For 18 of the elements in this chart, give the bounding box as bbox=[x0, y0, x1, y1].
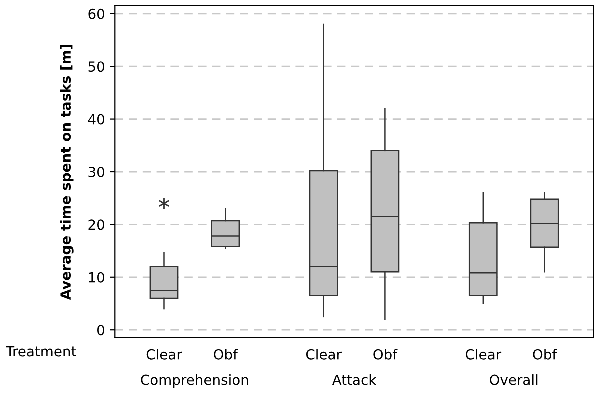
y-tick-label: 0 bbox=[97, 325, 104, 336]
y-tick-label: 50 bbox=[88, 62, 104, 72]
text: Comprehension bbox=[141, 374, 248, 388]
text: Treatment bbox=[6, 346, 76, 357]
x-tick-label: Clear bbox=[466, 349, 502, 360]
x-tick-label: Obf bbox=[374, 349, 398, 360]
y-tick-label: 20 bbox=[88, 220, 104, 230]
y-tick-label: 10 bbox=[89, 272, 104, 283]
y-tick-label: 60 bbox=[88, 8, 104, 20]
y-tick-label: 40 bbox=[88, 114, 104, 125]
y-axis-title: Average time spent on tasks [m] bbox=[60, 45, 74, 300]
y-tick-label: 30 bbox=[88, 166, 104, 178]
x-tick-label: Clear bbox=[306, 349, 342, 360]
x-tick-label: Obf bbox=[533, 349, 558, 360]
x-tick-label: Clear bbox=[146, 349, 182, 360]
text: Attack bbox=[332, 374, 377, 386]
x-tick-label: Obf bbox=[214, 349, 238, 360]
text: Overall bbox=[490, 374, 538, 386]
